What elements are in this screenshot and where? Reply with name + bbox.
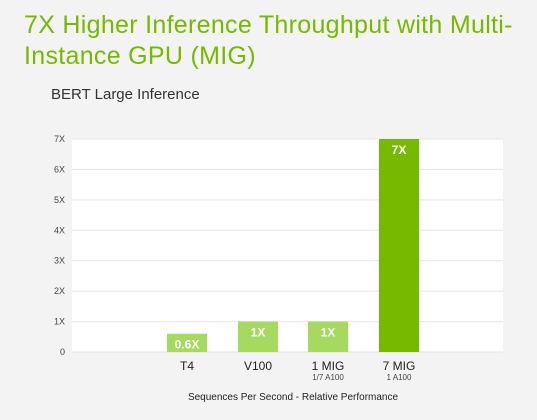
- bars: 0.6X 1X 1X 7X: [167, 139, 419, 352]
- plot-area: [72, 139, 503, 352]
- x-category-label: T4: [180, 359, 194, 373]
- x-category-sublabel: 1 A100: [387, 373, 412, 382]
- bar-1-mig: [308, 321, 348, 352]
- y-tick-label: 3X: [54, 256, 65, 266]
- chart-subtitle: BERT Large Inference: [51, 86, 200, 103]
- x-axis-title: Sequences Per Second - Relative Performa…: [188, 392, 399, 403]
- bar-v100: [238, 321, 278, 352]
- bar-t4: [167, 333, 207, 352]
- y-tick-label: 2X: [54, 286, 65, 296]
- y-tick-label: 4X: [54, 225, 65, 235]
- bar-value-label: 1X: [321, 326, 336, 340]
- y-tick-label: 5X: [54, 195, 65, 205]
- y-axis-ticks: 0 1X 2X 3X 4X 5X 6X 7X: [54, 134, 65, 357]
- y-tick-label: 7X: [54, 134, 65, 144]
- bar-value-label: 7X: [392, 143, 407, 157]
- bar-value-label: 1X: [251, 326, 266, 340]
- x-category-label: 1 MIG: [312, 359, 345, 373]
- y-tick-label: 0: [60, 347, 65, 357]
- x-category-label: 7 MIG: [383, 359, 416, 373]
- bar-value-label: 0.6X: [175, 338, 200, 352]
- gridlines: [72, 138, 503, 353]
- chart-title: 7X Higher Inference Throughput with Mult…: [24, 11, 513, 70]
- y-tick-label: 6X: [54, 164, 65, 174]
- x-category-sublabel: 1/7 A100: [312, 373, 344, 382]
- y-tick-label: 1X: [54, 317, 65, 327]
- bar-7-mig: [379, 139, 419, 352]
- x-category-label: V100: [244, 359, 272, 373]
